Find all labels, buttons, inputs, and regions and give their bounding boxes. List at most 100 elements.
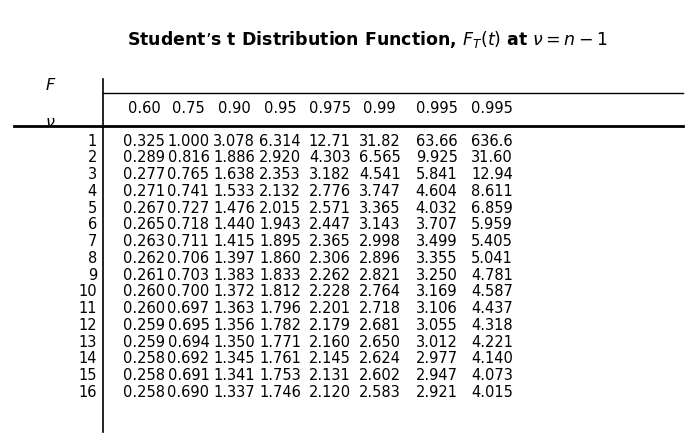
Text: 1.000: 1.000 [168, 134, 209, 149]
Text: 0.711: 0.711 [168, 234, 209, 249]
Text: 4.032: 4.032 [416, 201, 457, 216]
Text: 2.624: 2.624 [359, 351, 401, 366]
Text: 1.638: 1.638 [213, 167, 255, 182]
Text: 0.263: 0.263 [123, 234, 165, 249]
Text: 0.259: 0.259 [123, 335, 165, 350]
Text: 2.228: 2.228 [309, 284, 351, 299]
Text: 1.746: 1.746 [259, 385, 301, 400]
Text: 0.325: 0.325 [123, 134, 165, 149]
Text: 31.60: 31.60 [471, 150, 513, 165]
Text: 3.499: 3.499 [416, 234, 457, 249]
Text: 3.055: 3.055 [416, 318, 457, 333]
Text: 636.6: 636.6 [471, 134, 513, 149]
Text: 0.267: 0.267 [123, 201, 165, 216]
Text: 2.160: 2.160 [309, 335, 351, 350]
Text: 1.833: 1.833 [259, 268, 301, 283]
Text: 1.860: 1.860 [259, 251, 301, 266]
Text: 1.372: 1.372 [213, 284, 255, 299]
Text: 2.353: 2.353 [259, 167, 301, 182]
Text: 2.977: 2.977 [416, 351, 457, 366]
Text: 2.306: 2.306 [309, 251, 351, 266]
Text: 3.106: 3.106 [416, 301, 457, 316]
Text: 2.998: 2.998 [359, 234, 401, 249]
Text: 3.078: 3.078 [213, 134, 255, 149]
Text: 2.571: 2.571 [309, 201, 351, 216]
Text: 2.602: 2.602 [359, 368, 401, 383]
Text: 0.741: 0.741 [168, 184, 209, 199]
Text: 0.95: 0.95 [263, 101, 297, 116]
Text: 4.221: 4.221 [471, 335, 513, 350]
Text: 2.947: 2.947 [416, 368, 457, 383]
Text: 4.437: 4.437 [471, 301, 513, 316]
Text: 0.692: 0.692 [168, 351, 209, 366]
Text: 0.690: 0.690 [168, 385, 209, 400]
Text: 0.265: 0.265 [123, 217, 165, 232]
Text: 1: 1 [88, 134, 97, 149]
Text: 0.260: 0.260 [123, 301, 165, 316]
Text: Student’s t Distribution Function, $\mathbf{\it{F}_{\it{T}}(\it{t})}$ at $\mathb: Student’s t Distribution Function, $\mat… [127, 29, 608, 50]
Text: 2.583: 2.583 [359, 385, 401, 400]
Text: 4.015: 4.015 [471, 385, 513, 400]
Text: 1.753: 1.753 [259, 368, 301, 383]
Text: 1.383: 1.383 [213, 268, 255, 283]
Text: 0.995: 0.995 [471, 101, 513, 116]
Text: 10: 10 [78, 284, 97, 299]
Text: 63.66: 63.66 [416, 134, 457, 149]
Text: 2.131: 2.131 [309, 368, 351, 383]
Text: 11: 11 [78, 301, 97, 316]
Text: 1.782: 1.782 [259, 318, 301, 333]
Text: 3.143: 3.143 [359, 217, 401, 232]
Text: 2.776: 2.776 [309, 184, 351, 199]
Text: 0.718: 0.718 [168, 217, 209, 232]
Text: 3.707: 3.707 [416, 217, 457, 232]
Text: 13: 13 [78, 335, 97, 350]
Text: 1.895: 1.895 [259, 234, 301, 249]
Text: 1.341: 1.341 [213, 368, 255, 383]
Text: 2.896: 2.896 [359, 251, 401, 266]
Text: 9: 9 [88, 268, 97, 283]
Text: 1.812: 1.812 [259, 284, 301, 299]
Text: 6: 6 [88, 217, 97, 232]
Text: 1.440: 1.440 [213, 217, 255, 232]
Text: 3.169: 3.169 [416, 284, 457, 299]
Text: 4.541: 4.541 [359, 167, 401, 182]
Text: 12.71: 12.71 [309, 134, 351, 149]
Text: 1.356: 1.356 [213, 318, 255, 333]
Text: 1.397: 1.397 [213, 251, 255, 266]
Text: 2.015: 2.015 [259, 201, 301, 216]
Text: 4.781: 4.781 [471, 268, 513, 283]
Text: 3.747: 3.747 [359, 184, 401, 199]
Text: 2.132: 2.132 [259, 184, 301, 199]
Text: 5.041: 5.041 [471, 251, 513, 266]
Text: 5.405: 5.405 [471, 234, 513, 249]
Text: 2.145: 2.145 [309, 351, 351, 366]
Text: 8: 8 [88, 251, 97, 266]
Text: 0.691: 0.691 [168, 368, 209, 383]
Text: 2.201: 2.201 [309, 301, 351, 316]
Text: 1.337: 1.337 [213, 385, 255, 400]
Text: 1.350: 1.350 [213, 335, 255, 350]
Text: 0.975: 0.975 [309, 101, 351, 116]
Text: 0.260: 0.260 [123, 284, 165, 299]
Text: 2.650: 2.650 [359, 335, 401, 350]
Text: 0.995: 0.995 [416, 101, 457, 116]
Text: 14: 14 [78, 351, 97, 366]
Text: 2.718: 2.718 [359, 301, 401, 316]
Text: 2: 2 [87, 150, 97, 165]
Text: 7: 7 [87, 234, 97, 249]
Text: 4.303: 4.303 [309, 150, 351, 165]
Text: 5.959: 5.959 [471, 217, 513, 232]
Text: 5.841: 5.841 [416, 167, 457, 182]
Text: 1.533: 1.533 [213, 184, 255, 199]
Text: 1.345: 1.345 [213, 351, 255, 366]
Text: 31.82: 31.82 [359, 134, 401, 149]
Text: 0.75: 0.75 [172, 101, 205, 116]
Text: 4.073: 4.073 [471, 368, 513, 383]
Text: 5: 5 [88, 201, 97, 216]
Text: 12.94: 12.94 [471, 167, 513, 182]
Text: $\mathit{\nu}$: $\mathit{\nu}$ [45, 115, 55, 130]
Text: $\mathit{F}$: $\mathit{F}$ [45, 77, 56, 93]
Text: 4.318: 4.318 [471, 318, 513, 333]
Text: 0.277: 0.277 [123, 167, 165, 182]
Text: 1.943: 1.943 [259, 217, 301, 232]
